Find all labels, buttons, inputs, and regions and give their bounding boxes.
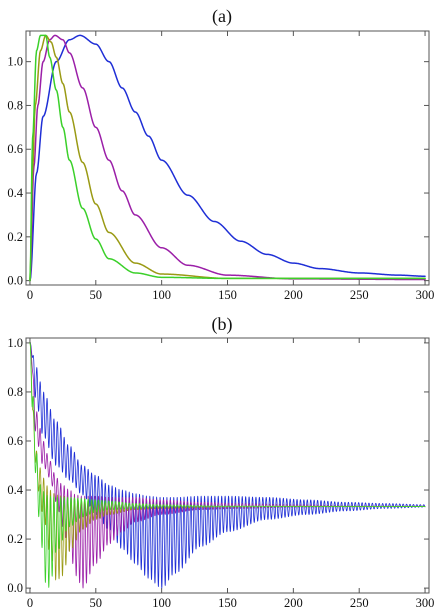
panel-a-series-2 xyxy=(29,34,426,282)
panel-b-series-4 xyxy=(29,342,426,588)
panel-a-y-tick-label: 0.2 xyxy=(7,230,23,244)
panel-b-y-tick-label: 0.2 xyxy=(7,532,23,546)
panel-b-x-tick-label: 50 xyxy=(90,596,103,610)
panel-b-axes: 0 50 100 150 200 250 300 0.0 0.2 0.4 0.6 0.8 1.0 xyxy=(7,336,434,610)
panel-b-y-tick-label: 0.8 xyxy=(7,385,23,399)
panel-b-series xyxy=(29,342,426,589)
panel-a-x-tick-label: 250 xyxy=(350,288,369,302)
panel-a-series-1 xyxy=(29,34,426,282)
panel-a-series-3 xyxy=(29,34,426,282)
panel-a-y-tick-label: 0.8 xyxy=(7,98,23,112)
panel-a-x-tick-label: 150 xyxy=(218,288,237,302)
panel-b-x-tick-label: 200 xyxy=(284,596,303,610)
panel-b-series-1 xyxy=(29,342,426,589)
panel-b-x-tick-label: 0 xyxy=(27,596,33,610)
panel-a-series-4 xyxy=(29,34,426,282)
panel-b-x-tick-label: 100 xyxy=(152,596,171,610)
panel-a-x-tick-label: 0 xyxy=(27,288,33,302)
panel-b-y-tick-label: 0.6 xyxy=(7,434,23,448)
panel-a-x-tick-label: 50 xyxy=(90,288,103,302)
panel-a-series xyxy=(29,34,426,282)
panel-a-x-tick-label: 200 xyxy=(284,288,303,302)
panel-a-plot-frame xyxy=(25,30,430,286)
panel-b-y-tick-label: 0.4 xyxy=(7,483,23,497)
panel-b-x-tick-label: 300 xyxy=(416,596,435,610)
panel-a-chart: (a) 0 50 100 150 200 250 300 0.0 0.2 0.4 0.6 0.8 1.0 xyxy=(7,6,434,302)
panel-b-chart: (b) 0 50 100 150 200 250 300 0.0 0.2 0.4 0.6 0.8 1.0 xyxy=(7,314,434,610)
panel-b-y-tick-label: 0.0 xyxy=(7,581,23,595)
panel-b-x-tick-label: 150 xyxy=(218,596,237,610)
panel-b-y-tick-label: 1.0 xyxy=(7,336,23,350)
panel-b-label: (b) xyxy=(212,314,233,335)
panel-a-y-tick-label: 0.0 xyxy=(7,274,23,288)
panel-a-y-tick-label: 1.0 xyxy=(7,55,23,69)
panel-a-y-tick-label: 0.4 xyxy=(7,186,23,200)
panel-b-plot-frame xyxy=(25,337,430,594)
panel-a-x-tick-label: 100 xyxy=(152,288,171,302)
panel-a-x-tick-label: 300 xyxy=(416,288,435,302)
panel-b-x-tick-label: 250 xyxy=(350,596,369,610)
panel-b-series-2 xyxy=(29,342,426,589)
panel-a-axes: 0 50 100 150 200 250 300 0.0 0.2 0.4 0.6 0.8 1.0 xyxy=(7,31,434,302)
panel-a-y-tick-label: 0.6 xyxy=(7,142,23,156)
panel-a-label: (a) xyxy=(212,6,232,27)
